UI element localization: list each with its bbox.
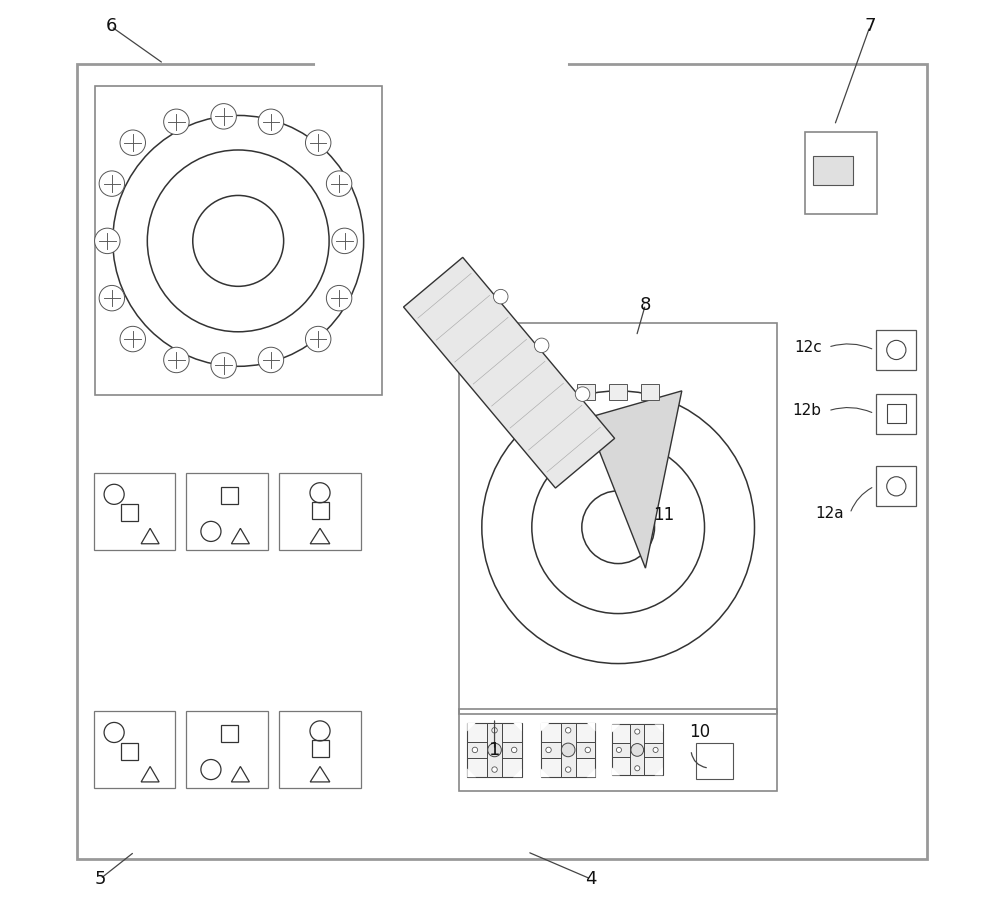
Circle shape	[211, 353, 236, 378]
Circle shape	[305, 130, 331, 155]
Circle shape	[511, 747, 517, 753]
Bar	[95, 86, 382, 395]
Text: 5: 5	[94, 870, 106, 888]
Bar	[94, 473, 175, 550]
Polygon shape	[587, 723, 595, 732]
Circle shape	[631, 744, 644, 756]
Text: 8: 8	[640, 295, 651, 314]
Circle shape	[616, 747, 621, 753]
Bar	[630, 724, 644, 775]
Bar	[541, 743, 595, 757]
Circle shape	[565, 727, 571, 733]
Polygon shape	[612, 767, 620, 775]
Circle shape	[546, 747, 551, 753]
Polygon shape	[467, 768, 476, 777]
Bar	[221, 724, 238, 742]
Text: 1: 1	[489, 741, 500, 759]
Circle shape	[534, 338, 549, 353]
Polygon shape	[513, 768, 522, 777]
Circle shape	[95, 228, 120, 254]
Bar	[813, 156, 853, 185]
Polygon shape	[655, 724, 663, 733]
Bar	[876, 466, 916, 506]
Bar	[609, 384, 627, 400]
Polygon shape	[513, 723, 522, 732]
Circle shape	[120, 130, 145, 155]
Polygon shape	[586, 391, 682, 568]
Polygon shape	[541, 768, 550, 777]
Bar	[279, 711, 361, 788]
Circle shape	[635, 765, 640, 771]
Polygon shape	[655, 767, 663, 775]
Circle shape	[575, 387, 590, 402]
Text: 7: 7	[864, 17, 876, 35]
Circle shape	[305, 326, 331, 352]
Bar	[487, 723, 502, 777]
Text: 10: 10	[689, 723, 711, 741]
Circle shape	[561, 744, 575, 756]
Text: 4: 4	[585, 870, 597, 888]
Circle shape	[120, 326, 145, 352]
Bar	[186, 473, 268, 550]
Circle shape	[492, 727, 497, 733]
Circle shape	[653, 747, 658, 753]
Bar	[121, 743, 138, 760]
Text: 12c: 12c	[794, 340, 822, 355]
Circle shape	[164, 347, 189, 373]
Bar	[459, 323, 777, 714]
Bar	[876, 394, 916, 434]
Bar	[541, 723, 595, 777]
Bar	[186, 711, 268, 788]
Bar	[577, 384, 595, 400]
Bar	[561, 723, 576, 777]
Circle shape	[332, 228, 357, 254]
Bar	[221, 486, 238, 504]
Circle shape	[493, 289, 508, 304]
Circle shape	[635, 729, 640, 734]
Circle shape	[565, 767, 571, 773]
Circle shape	[492, 767, 497, 773]
Bar	[94, 711, 175, 788]
Circle shape	[326, 171, 352, 196]
Polygon shape	[541, 723, 550, 732]
Text: 6: 6	[105, 17, 117, 35]
Polygon shape	[612, 724, 620, 733]
Circle shape	[585, 747, 591, 753]
Text: 11: 11	[653, 506, 674, 524]
Circle shape	[211, 104, 236, 129]
Bar	[467, 743, 522, 757]
Text: 12b: 12b	[793, 404, 822, 418]
Polygon shape	[467, 723, 476, 732]
Bar	[121, 504, 138, 522]
Polygon shape	[587, 768, 595, 777]
Bar	[612, 743, 663, 757]
Circle shape	[258, 347, 284, 373]
Circle shape	[326, 285, 352, 311]
Bar	[279, 473, 361, 550]
Circle shape	[99, 285, 125, 311]
Bar	[876, 330, 916, 370]
Circle shape	[488, 744, 501, 756]
Bar	[696, 743, 733, 779]
Polygon shape	[404, 257, 615, 488]
Bar	[612, 724, 663, 775]
Circle shape	[99, 171, 125, 196]
Bar	[77, 64, 927, 859]
Circle shape	[258, 109, 284, 135]
Circle shape	[472, 747, 478, 753]
Bar	[467, 723, 522, 777]
Bar	[459, 709, 777, 791]
Text: 12a: 12a	[815, 506, 844, 521]
Bar	[312, 502, 329, 519]
Bar	[887, 404, 906, 424]
Bar	[641, 384, 659, 400]
Circle shape	[164, 109, 189, 135]
Bar	[805, 132, 877, 214]
Bar	[312, 740, 329, 757]
